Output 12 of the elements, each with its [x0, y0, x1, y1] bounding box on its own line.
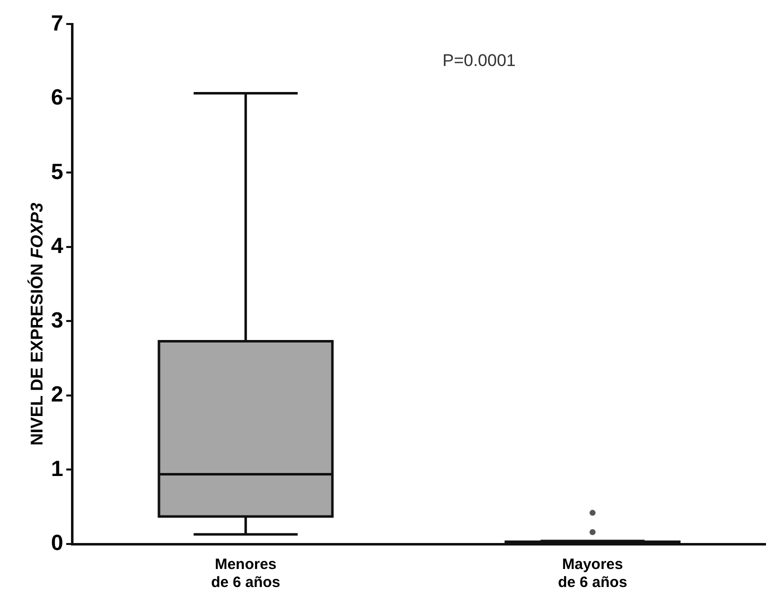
x-tick-label: Menores de 6 años: [211, 556, 280, 592]
y-tick-label: 4: [50, 233, 64, 258]
y-tick-label: 2: [50, 382, 64, 407]
y-axis-title: NIVEL DE EXPRESIÓN FOXP3: [26, 202, 47, 446]
x-tick-label: Mayores de 6 años: [558, 556, 628, 592]
y-tick-label: 0: [50, 530, 64, 556]
y-tick-label: 1: [50, 456, 64, 481]
y-tick-label: 6: [50, 84, 64, 110]
y-tick-label: 3: [50, 307, 64, 332]
y-tick-label: 7: [50, 10, 64, 36]
annotation: P=0.0001: [442, 51, 516, 70]
y-tick-label: 5: [50, 158, 64, 184]
